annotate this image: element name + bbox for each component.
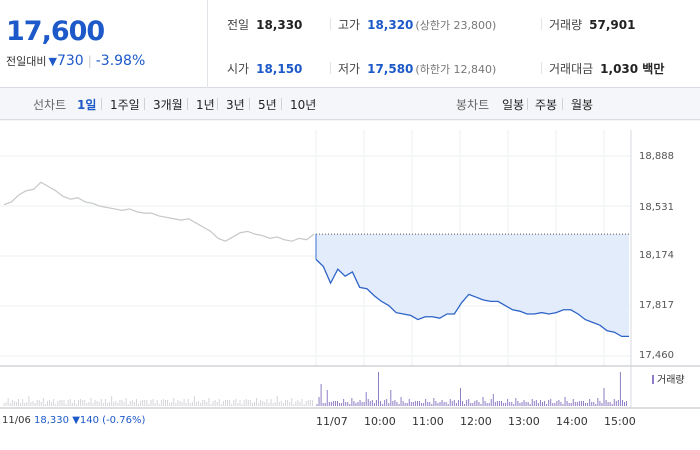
y-tick-label: 18,888	[639, 151, 674, 162]
volume-legend: 거래량	[652, 371, 685, 386]
y-tick-label: 18,531	[639, 202, 674, 213]
candle-chart-label: 봉차트	[456, 98, 490, 112]
x-tick-label: 11/07	[316, 415, 348, 428]
chart-canvas[interactable]	[0, 120, 700, 450]
change-label: 전일대비	[6, 55, 47, 68]
y-tick-label: 17,817	[639, 300, 674, 311]
down-arrow-icon: ▼	[48, 55, 57, 68]
x-tick-label: 14:00	[556, 415, 588, 428]
stat-low: 저가 17,580 (하한가 12,840)	[338, 62, 497, 76]
stat-trading-value: 거래대금 1,030 백만	[549, 62, 665, 76]
x-tick-label: 13:00	[508, 415, 540, 428]
price-summary: 17,600 전일대비 ▼730 | -3.98%	[0, 0, 208, 88]
change-amount: 730	[56, 53, 84, 69]
x-tick-label: 15:00	[604, 415, 636, 428]
current-price: 17,600	[6, 16, 105, 47]
series-line-prev-day	[3, 181, 315, 242]
stat-high: 고가 18,320 (상한가 23,800)	[338, 18, 497, 32]
tab-10years[interactable]: 10년	[290, 98, 317, 112]
divider	[217, 98, 218, 110]
tab-daily-candle[interactable]: 일봉	[502, 98, 525, 112]
divider	[281, 98, 282, 110]
divider	[330, 18, 331, 30]
divider	[249, 98, 250, 110]
tab-1year[interactable]: 1년	[196, 98, 215, 112]
divider	[562, 98, 563, 110]
divider	[330, 62, 331, 74]
x-tick-label: 12:00	[460, 415, 492, 428]
divider	[541, 62, 542, 74]
prev-day-summary: 11/06 18,330 ▼140 (-0.76%)	[2, 415, 146, 426]
divider: |	[87, 54, 92, 68]
line-chart-label: 선차트	[33, 98, 67, 112]
tab-monthly-candle[interactable]: 월봉	[571, 98, 594, 112]
stat-volume: 거래량 57,901	[549, 18, 636, 32]
tab-3years[interactable]: 3년	[226, 98, 245, 112]
tab-5years[interactable]: 5년	[258, 98, 277, 112]
y-tick-label: 18,174	[639, 250, 674, 261]
legend-swatch	[652, 375, 654, 384]
divider	[144, 98, 145, 110]
change-percent: -3.98%	[95, 53, 146, 69]
stat-open: 시가 18,150	[227, 62, 303, 76]
price-change: 전일대비 ▼730 | -3.98%	[6, 53, 145, 69]
price-chart[interactable]: 18,888 18,531 18,174 17,817 17,460 거래량 1…	[0, 120, 700, 450]
tab-1week[interactable]: 1주일	[110, 98, 140, 112]
x-tick-label: 11:00	[412, 415, 444, 428]
divider	[527, 98, 528, 110]
divider	[101, 98, 102, 110]
below-prev-close-area	[316, 234, 629, 337]
stat-prev-close: 전일 18,330	[227, 18, 303, 32]
series-line-today	[315, 258, 629, 338]
quote-header: 17,600 전일대비 ▼730 | -3.98% 전일 18,330 고가 18,320…	[0, 0, 700, 88]
divider	[187, 98, 188, 110]
chart-period-tabs: 선차트 1일 1주일 3개월 1년 3년 5년 10년 봉차트 일봉 주봉 월봉	[0, 88, 700, 120]
tab-3months[interactable]: 3개월	[153, 98, 183, 112]
tab-1day[interactable]: 1일	[77, 98, 97, 112]
y-tick-label: 17,460	[639, 350, 674, 361]
divider	[541, 18, 542, 30]
x-tick-label: 10:00	[364, 415, 396, 428]
tab-weekly-candle[interactable]: 주봉	[535, 98, 558, 112]
